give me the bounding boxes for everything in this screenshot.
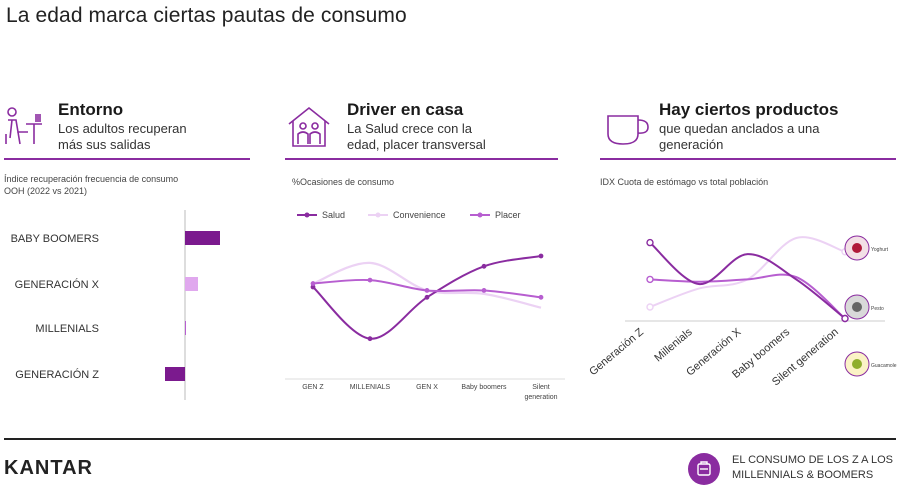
data-point xyxy=(424,294,430,300)
product-label: Pesto xyxy=(871,306,884,312)
tick-label: GEN Z xyxy=(302,384,324,391)
data-point xyxy=(367,336,373,342)
data-point xyxy=(646,275,654,284)
kantar-logo: KANTAR xyxy=(4,457,93,479)
tick-label: Silent xyxy=(532,384,550,391)
series-line xyxy=(649,273,846,320)
section-subtitle-entorno-line1: Los adultos recuperan xyxy=(58,121,187,136)
cup-icon xyxy=(604,108,652,148)
section-subtitle-driver-line2: edad, placer transversal xyxy=(347,137,486,152)
bar xyxy=(185,277,198,291)
bar xyxy=(185,231,220,245)
legend-marker xyxy=(477,212,483,218)
legend-marker xyxy=(304,212,310,218)
section-subtitle-productos-line1: que quedan anclados a una xyxy=(659,121,820,136)
section-title-driver: Driver en casa xyxy=(347,100,464,119)
data-point xyxy=(367,277,373,283)
data-point xyxy=(481,263,487,269)
tick-label: Generación Z xyxy=(587,326,646,378)
series-line xyxy=(649,241,846,320)
legend-label: Convenience xyxy=(393,210,446,220)
section-title-entorno: Entorno xyxy=(58,100,124,119)
bar xyxy=(165,367,185,381)
category-label: BABY BOOMERS xyxy=(11,233,99,245)
chart-caption-line2: OOH (2022 vs 2021) xyxy=(4,186,88,196)
category-label: GENERACIÓN Z xyxy=(15,368,99,381)
data-point xyxy=(538,253,544,259)
tick-label: MILLENIALS xyxy=(350,384,391,391)
restaurant-icon xyxy=(2,104,46,148)
section-subtitle-driver-line1: La Salud crece con la xyxy=(347,121,473,136)
product-image-detail xyxy=(852,302,862,312)
data-point xyxy=(481,288,487,293)
data-point xyxy=(841,314,849,323)
product-image-detail xyxy=(852,243,862,253)
section-divider xyxy=(285,158,558,160)
house-family-icon xyxy=(286,104,332,148)
legend-label: Placer xyxy=(495,210,521,220)
tick-label: generation xyxy=(524,394,557,401)
data-point xyxy=(310,281,316,286)
data-point xyxy=(538,294,544,300)
data-point xyxy=(310,284,316,290)
chart-caption: %Ocasiones de consumo xyxy=(292,177,395,187)
section-subtitle-entorno-line2: más sus salidas xyxy=(58,137,151,152)
tick-label: GEN X xyxy=(416,384,438,391)
tick-label: Baby boomers xyxy=(461,384,507,391)
data-point xyxy=(646,238,654,247)
category-label: MILLENIALS xyxy=(35,323,99,335)
footer-divider xyxy=(4,438,896,440)
product-label: Yoghurt xyxy=(871,247,889,253)
bar xyxy=(185,321,186,335)
section-subtitle-productos-line2: generación xyxy=(659,137,724,152)
page-title: La edad marca ciertas pautas de consumo xyxy=(6,4,407,27)
data-point xyxy=(646,303,654,311)
bar-chart: BABY BOOMERS GENERACIÓN X MILLENIALS GENERA… xyxy=(11,210,220,400)
line-chart: Salud Convenience Placer GEN Z MILLENIALS GEN… xyxy=(285,210,565,401)
legend-label: Salud xyxy=(322,210,345,220)
tick-label: Millenials xyxy=(652,326,695,365)
product-line-chart: Yoghurt Pesto Guacamole Generación Z Milleni… xyxy=(587,235,897,388)
data-point xyxy=(424,288,430,293)
series-line xyxy=(312,261,542,309)
product-label: Guacamole xyxy=(871,363,897,369)
chart-caption: IDX Cuota de estómago vs total población xyxy=(600,177,769,187)
footer-report-title: EL CONSUMO DE LOS Z A LOS MILLENNIALS & … xyxy=(732,454,893,481)
legend-marker xyxy=(375,212,381,218)
report-badge-icon xyxy=(688,453,720,485)
section-divider xyxy=(600,158,896,160)
chart-caption-line1: Índice recuperación frecuencia de consum… xyxy=(4,174,179,184)
category-label: GENERACIÓN X xyxy=(15,278,100,291)
product-image-detail xyxy=(852,359,862,369)
section-title-productos: Hay ciertos productos xyxy=(659,100,839,119)
section-divider xyxy=(4,158,250,160)
